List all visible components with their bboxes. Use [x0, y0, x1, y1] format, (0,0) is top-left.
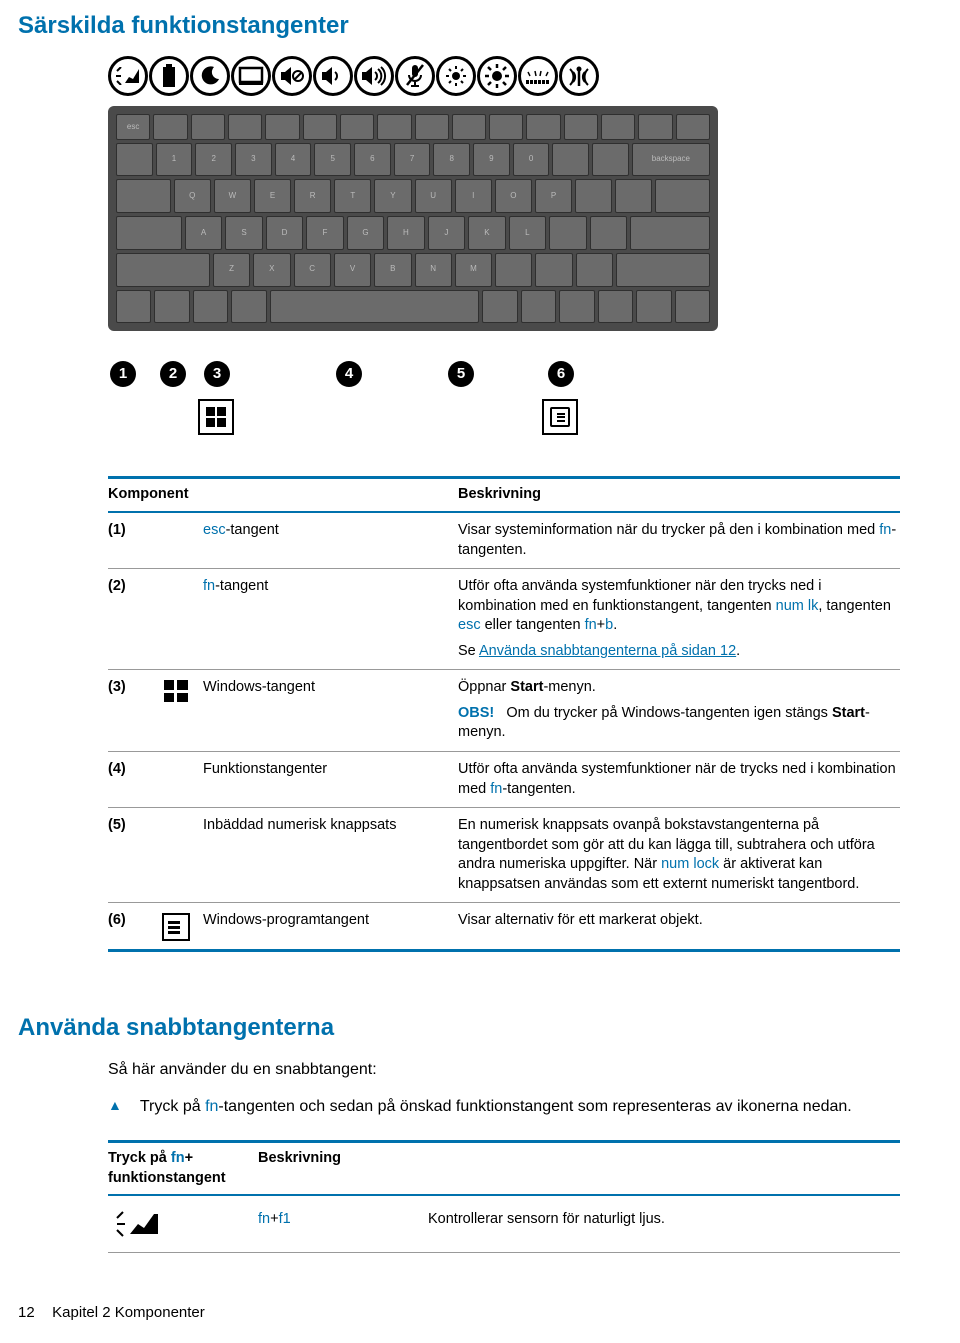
- callout-row: 1 2 3 4 5 6: [108, 361, 718, 391]
- windows-icon: [164, 680, 188, 702]
- windows-key-icon: [198, 399, 234, 435]
- components-table: Komponent Beskrivning (1) esc-tangent Vi…: [108, 476, 900, 952]
- mute-icon: [272, 56, 312, 96]
- col-header-description: Beskrivning: [258, 1149, 900, 1188]
- hotkey-step: ▲ Tryck på fn-tangenten och sedan på öns…: [108, 1096, 905, 1118]
- callout-3: 3: [204, 361, 230, 387]
- callout-6: 6: [548, 361, 574, 387]
- hotkeys-link[interactable]: Använda snabbtangenterna på sidan 12: [479, 643, 736, 659]
- heading-special-keys: Särskilda funktionstangenter: [18, 10, 905, 42]
- component-desc: Utför ofta använda systemfunktioner när …: [458, 577, 900, 661]
- row-number: (6): [108, 911, 148, 941]
- page-number: 12: [18, 1303, 48, 1323]
- component-name: Funktionstangenter: [203, 760, 458, 799]
- chapter-title: Kapitel 2 Komponenter: [52, 1304, 205, 1321]
- volume-up-icon: [354, 56, 394, 96]
- table-row: (6) Windows-programtangent Visar alterna…: [108, 903, 900, 949]
- screen-icon: [231, 56, 271, 96]
- table-row: (5) Inbäddad numerisk knappsats En numer…: [108, 808, 900, 902]
- col-header-component: Komponent: [108, 485, 458, 505]
- callout-4: 4: [336, 361, 362, 387]
- row-number: (4): [108, 760, 148, 799]
- menu-key-icon: [542, 399, 578, 435]
- hotkey-combo: fn+f1: [258, 1210, 428, 1238]
- table-row: fn+f1 Kontrollerar sensorn för naturligt…: [108, 1196, 900, 1252]
- callout-2: 2: [160, 361, 186, 387]
- col-header-description: Beskrivning: [458, 485, 900, 505]
- hotkeys-table: Tryck på fn+ funktionstangent Beskrivnin…: [108, 1140, 900, 1253]
- row-number: (3): [108, 678, 148, 743]
- page-footer: 12 Kapitel 2 Komponenter: [18, 1303, 905, 1323]
- col-header-press: Tryck på fn+ funktionstangent: [108, 1149, 258, 1188]
- hotkey-desc: Kontrollerar sensorn för naturligt ljus.: [428, 1210, 900, 1238]
- sleep-moon-icon: [190, 56, 230, 96]
- wireless-icon: [559, 56, 599, 96]
- fn-icon-row: [108, 56, 905, 96]
- brightness-auto-icon: [108, 56, 148, 96]
- battery-icon: [149, 56, 189, 96]
- hotkeys-intro: Så här använder du en snabbtangent:: [108, 1059, 905, 1081]
- row-number: (1): [108, 521, 148, 560]
- table-row: (1) esc-tangent Visar systeminformation …: [108, 513, 900, 568]
- component-name: Windows-tangent: [203, 678, 458, 743]
- keyboard-illustration: esc 1234567890backspace QWERTYUIOP ASDFG…: [108, 106, 718, 331]
- component-name: Windows-programtangent: [203, 911, 458, 941]
- row-number: (5): [108, 816, 148, 894]
- table-row: (3) Windows-tangent Öppnar Start-menyn. …: [108, 670, 900, 751]
- table-row: (2) fn-tangent Utför ofta använda system…: [108, 569, 900, 669]
- heading-hotkeys: Använda snabbtangenterna: [18, 1012, 905, 1044]
- brightness-up-icon: [477, 56, 517, 96]
- table-row: (4) Funktionstangenter Utför ofta använd…: [108, 752, 900, 807]
- callout-1: 1: [110, 361, 136, 387]
- component-desc: Visar systeminformation när du trycker p…: [458, 521, 900, 560]
- callout-5: 5: [448, 361, 474, 387]
- mic-mute-icon: [395, 56, 435, 96]
- triangle-bullet-icon: ▲: [108, 1096, 122, 1118]
- brightness-down-icon: [436, 56, 476, 96]
- component-desc: En numerisk knappsats ovanpå bokstavstan…: [458, 816, 900, 894]
- component-name: Inbäddad numerisk knappsats: [203, 816, 458, 894]
- menu-icon: [162, 913, 190, 941]
- component-desc: Utför ofta använda systemfunktioner när …: [458, 760, 900, 799]
- component-name: esc-tangent: [203, 521, 458, 560]
- keyboard-figure: esc 1234567890backspace QWERTYUIOP ASDFG…: [108, 56, 905, 446]
- component-name: fn-tangent: [203, 577, 458, 661]
- row-number: (2): [108, 577, 148, 661]
- keyboard-backlight-icon: [518, 56, 558, 96]
- volume-down-icon: [313, 56, 353, 96]
- component-desc: Öppnar Start-menyn. OBS! Om du trycker p…: [458, 678, 900, 743]
- light-sensor-icon: [108, 1210, 258, 1238]
- component-desc: Visar alternativ för ett markerat objekt…: [458, 911, 900, 941]
